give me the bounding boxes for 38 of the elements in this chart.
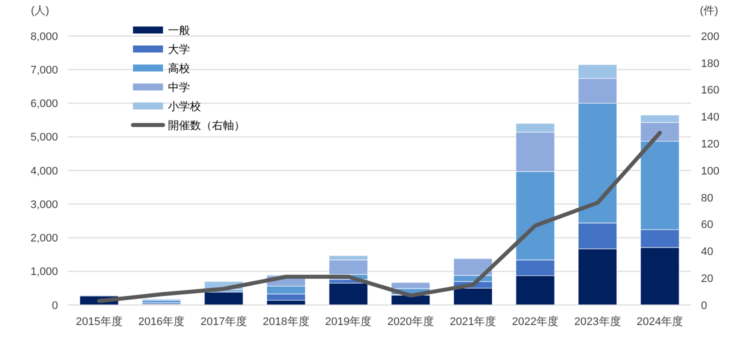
- y-tick-label: 2,000: [30, 232, 58, 245]
- y2-tick-label: 140: [701, 112, 720, 124]
- y2-tick-label: 0: [701, 300, 708, 312]
- legend-label: 中学: [168, 80, 190, 94]
- x-tick-label: 2022年度: [512, 315, 558, 328]
- x-tick-label: 2017年度: [200, 315, 247, 328]
- y-tick-label: 1,000: [30, 266, 58, 278]
- legend-label: 大学: [168, 42, 190, 56]
- y-tick-label: 0: [52, 300, 58, 312]
- y2-tick-label: 20: [701, 272, 714, 285]
- x-tick-label: 2021年度: [450, 315, 496, 328]
- y-tick-label: 8,000: [30, 30, 58, 43]
- legend-label: 小学校: [168, 100, 201, 113]
- y2-tick-label: 60: [701, 219, 714, 232]
- y-tick-label: 7,000: [30, 64, 58, 76]
- legend-label: 開催数（右軸）: [168, 118, 245, 132]
- x-tick-label: 2018年度: [262, 315, 310, 328]
- y-tick-label: 4,000: [30, 165, 58, 178]
- y2-axis-title: (件): [700, 5, 718, 17]
- x-tick-label: 2024年度: [636, 315, 684, 328]
- x-tick-label: 2023年度: [574, 315, 621, 328]
- y2-tick-label: 100: [701, 165, 720, 178]
- y2-tick-label: 80: [701, 192, 714, 204]
- y-tick-label: 6,000: [30, 98, 58, 110]
- x-tick-label: 2019年度: [325, 315, 372, 328]
- y-axis-title: (人): [30, 5, 50, 17]
- y-tick-label: 3,000: [30, 198, 58, 211]
- y2-tick-label: 180: [701, 58, 720, 70]
- y-tick-label: 5,000: [30, 132, 58, 144]
- x-tick-label: 2015年度: [76, 315, 122, 328]
- y2-tick-label: 160: [701, 84, 720, 97]
- legend-label: 高校: [168, 62, 190, 75]
- y2-tick-label: 40: [701, 246, 714, 258]
- y2-tick-label: 200: [701, 30, 720, 43]
- legend-label: 一般: [168, 24, 190, 37]
- x-tick-label: 2020年度: [387, 315, 434, 328]
- y2-tick-label: 120: [701, 138, 720, 150]
- x-tick-label: 2016年度: [138, 315, 185, 328]
